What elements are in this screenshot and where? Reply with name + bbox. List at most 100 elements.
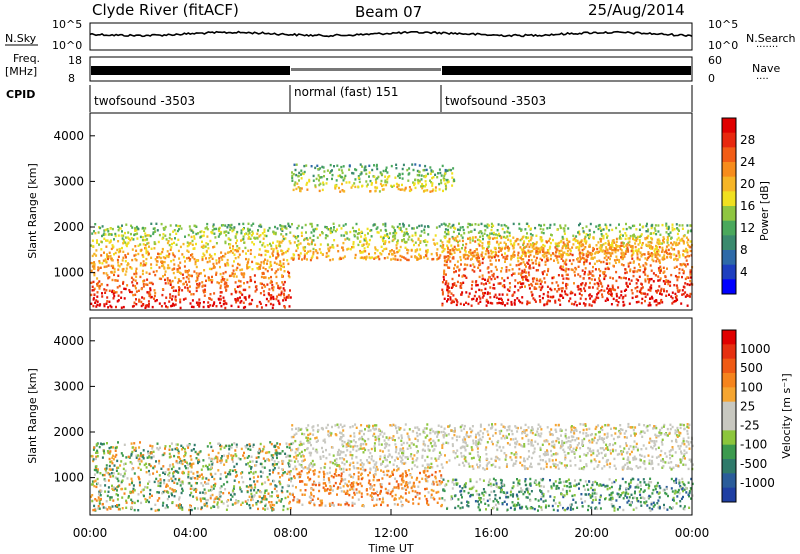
power-scatter-cell: [224, 301, 227, 305]
power-scatter-cell: [605, 225, 608, 228]
power-scatter-cell: [618, 223, 620, 226]
power-scatter-cell: [520, 229, 523, 232]
power-scatter-cell: [230, 274, 233, 277]
power-scatter-cell: [244, 233, 246, 236]
power-scatter-cell: [171, 242, 173, 246]
power-scatter-cell: [326, 234, 329, 238]
power-scatter-cell: [314, 227, 317, 231]
power-scatter-cell: [511, 268, 514, 271]
velocity-scatter-cell: [91, 499, 94, 503]
velocity-scatter-cell: [138, 457, 141, 461]
power-scatter-cell: [686, 263, 689, 266]
power-scatter-cell: [629, 268, 632, 271]
power-scatter-cell: [603, 270, 606, 274]
power-scatter-cell: [518, 299, 521, 302]
power-scatter-cell: [314, 243, 317, 246]
power-scatter-cell: [482, 247, 485, 250]
velocity-scatter-cell: [226, 454, 229, 458]
power-scatter-cell: [632, 236, 634, 239]
velocity-scatter-cell: [95, 455, 98, 458]
power-scatter-cell: [222, 272, 225, 275]
power-scatter-cell: [442, 244, 445, 247]
power-scatter-cell: [130, 237, 133, 240]
power-scatter-cell: [284, 298, 287, 302]
power-scatter-cell: [169, 296, 172, 299]
power-scatter-cell: [275, 262, 278, 266]
power-scatter-cell: [241, 293, 244, 296]
power-scatter-cell: [212, 262, 215, 266]
power-scatter-cell: [607, 291, 609, 294]
power-scatter-cell: [490, 270, 493, 273]
power-scatter-cell: [647, 256, 650, 260]
velocity-scatter-cell: [127, 495, 130, 498]
power-scatter-cell: [684, 295, 687, 298]
power-scatter-cell: [129, 290, 131, 294]
power-scatter-cell: [348, 181, 351, 184]
power-scatter-cell: [539, 251, 542, 254]
velocity-scatter-cell: [133, 442, 136, 445]
velocity-scatter-cell: [232, 489, 235, 492]
power-scatter-cell: [671, 229, 674, 232]
power-scatter-cell: [621, 254, 624, 257]
power-scatter-cell: [618, 230, 621, 233]
power-scatter-cell: [244, 298, 247, 301]
velocity-scatter-cell: [145, 466, 148, 469]
power-scatter-cell: [401, 167, 404, 171]
power-scatter-cell: [93, 293, 96, 296]
velocity-scatter-cell: [203, 502, 206, 506]
power-scatter-cell: [391, 253, 394, 256]
power-scatter-cell: [636, 256, 639, 259]
power-scatter-cell: [96, 295, 99, 298]
power-scatter-cell: [120, 263, 123, 266]
power-scatter-cell: [244, 296, 247, 300]
power-scatter-cell: [439, 254, 442, 257]
power-scatter-cell: [443, 256, 446, 259]
power-scatter-cell: [644, 237, 647, 241]
power-scatter-cell: [632, 250, 635, 253]
power-scatter-cell: [507, 227, 510, 230]
power-scatter-cell: [263, 234, 266, 237]
power-scatter-cell: [265, 304, 268, 307]
power-scatter-cell: [422, 240, 425, 243]
power-scatter-cell: [401, 188, 404, 191]
velocity-scatter-cell: [260, 491, 263, 494]
power-scatter-cell: [304, 223, 307, 227]
power-scatter-cell: [535, 269, 538, 272]
power-scatter-cell: [276, 268, 279, 271]
power-scatter-cell: [173, 241, 175, 245]
velocity-scatter-cell: [270, 442, 273, 446]
power-scatter-cell: [505, 266, 508, 269]
power-scatter-cell: [451, 300, 454, 304]
velocity-scatter-cell: [172, 471, 175, 474]
power-scatter-cell: [527, 271, 530, 274]
power-scatter-cell: [689, 224, 692, 227]
velocity-scatter-cell: [137, 509, 140, 512]
power-scatter-cell: [685, 259, 688, 262]
velocity-scatter-cell: [254, 470, 257, 474]
power-scatter-cell: [253, 255, 256, 259]
power-scatter-cell: [134, 253, 137, 257]
power-scatter-cell: [492, 237, 494, 240]
power-scatter-cell: [139, 235, 142, 239]
power-scatter-cell: [265, 234, 268, 238]
power-scatter-cell: [631, 253, 634, 257]
velocity-scatter-cell: [115, 493, 118, 496]
velocity-scatter-cell: [213, 457, 216, 461]
power-scatter-cell: [432, 238, 435, 241]
power-scatter-cell: [506, 246, 509, 249]
velocity-scatter-cell: [123, 443, 126, 446]
power-scatter-cell: [259, 240, 262, 244]
velocity-scatter-cell: [116, 505, 119, 508]
velocity-scatter-cell: [288, 459, 291, 462]
power-scatter-cell: [659, 269, 662, 272]
velocity-scatter-cell: [184, 453, 187, 457]
power-scatter-cell: [253, 236, 256, 240]
velocity-scatter-cell: [167, 468, 170, 471]
power-scatter-cell: [166, 277, 169, 280]
velocity-scatter-cell: [250, 466, 253, 469]
power-scatter-cell: [374, 256, 377, 259]
power-scatter-cell: [562, 251, 565, 254]
power-scatter-cell: [488, 281, 491, 284]
power-scatter-cell: [379, 229, 382, 232]
power-scatter-cell: [663, 270, 666, 273]
